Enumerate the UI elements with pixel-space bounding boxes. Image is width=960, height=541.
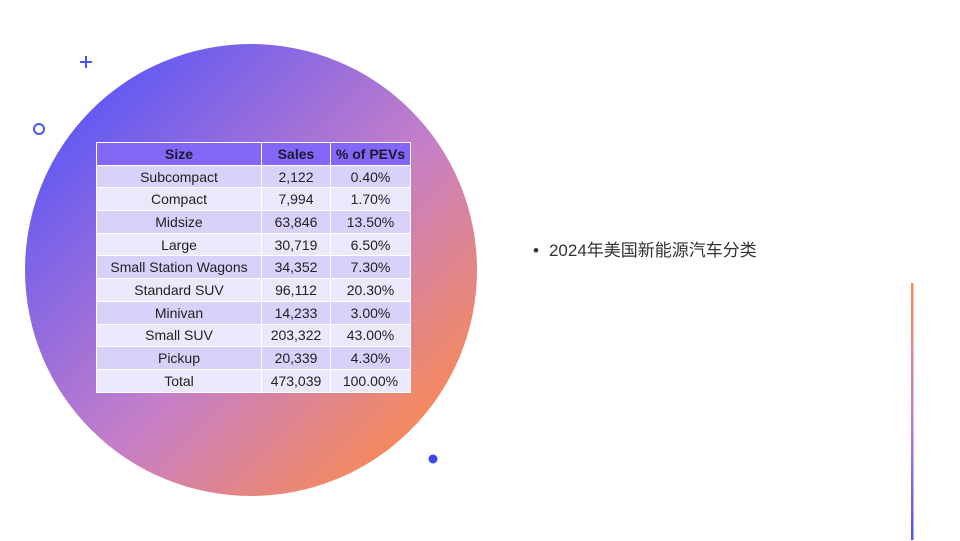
table-cell: 7,994 xyxy=(261,187,331,212)
table-cell: 2,122 xyxy=(261,164,331,189)
table-cell: Total xyxy=(96,368,262,393)
table-row: Subcompact 2,122 0.40% xyxy=(96,164,411,189)
table-row: Compact 7,994 1.70% xyxy=(96,187,411,212)
table-cell: 473,039 xyxy=(261,368,331,393)
table-cell: 30,719 xyxy=(261,232,331,257)
table-row: Large 30,719 6.50% xyxy=(96,232,411,257)
header-cell: Size xyxy=(96,142,262,166)
plus-icon xyxy=(80,56,92,68)
table-cell: Small SUV xyxy=(96,323,262,348)
table-cell: 34,352 xyxy=(261,255,331,280)
table-cell: Large xyxy=(96,232,262,257)
ring-icon xyxy=(33,123,45,135)
table-cell: 6.50% xyxy=(330,232,411,257)
table-row: Small SUV 203,322 43.00% xyxy=(96,323,411,348)
accent-line xyxy=(911,283,914,540)
header-cell: Sales xyxy=(261,142,331,166)
table-cell: Standard SUV xyxy=(96,278,262,302)
header-cell: % of PEVs xyxy=(330,142,411,166)
header-row: Size Sales% of PEVs xyxy=(96,142,411,166)
table-cell: 96,112 xyxy=(261,278,331,302)
table-cell: 100.00% xyxy=(330,368,411,393)
table-cell: 20.30% xyxy=(330,278,411,302)
bullet-text: 2024年美国新能源汽车分类 xyxy=(548,241,757,260)
table-body: Subcompact 2,122 0.40% Compact 7,994 1.70% Mid… xyxy=(96,164,411,393)
table-cell: 203,322 xyxy=(261,323,331,348)
dot-icon xyxy=(428,454,438,464)
table-cell: 0.40% xyxy=(330,164,411,189)
table-cell: 63,846 xyxy=(261,210,331,234)
table-cell: Subcompact xyxy=(96,164,262,189)
table-cell: 4.30% xyxy=(330,346,411,370)
bullet-item: • 2024年美国新能源汽车分类 xyxy=(533,236,757,261)
table-row: Small Station Wagons 34,352 7.30% xyxy=(96,255,411,280)
bullet-dot: • xyxy=(533,241,539,260)
table-cell: Small Station Wagons xyxy=(96,255,262,280)
table-cell: Midsize xyxy=(96,210,262,234)
table-cell: 43.00% xyxy=(330,323,411,348)
table-cell: 3.00% xyxy=(330,300,411,325)
table-row: Minivan 14,233 3.00% xyxy=(96,300,411,325)
table-cell: Pickup xyxy=(96,346,262,370)
table-row: Total 473,039 100.00% xyxy=(96,368,411,393)
table-cell: 13.50% xyxy=(330,210,411,234)
table-cell: Compact xyxy=(96,187,262,212)
table-row: Pickup 20,339 4.30% xyxy=(96,346,411,370)
table-cell: 1.70% xyxy=(330,187,411,212)
sales-table: Size Sales% of PEVs Subcompact 2,122 0.40% C… xyxy=(96,142,411,393)
table-cell: 7.30% xyxy=(330,255,411,280)
table-cell: 20,339 xyxy=(261,346,331,370)
table-row: Midsize 63,846 13.50% xyxy=(96,210,411,234)
table-cell: Minivan xyxy=(96,300,262,325)
table-cell: 14,233 xyxy=(261,300,331,325)
table-row: Standard SUV 96,112 20.30% xyxy=(96,278,411,302)
